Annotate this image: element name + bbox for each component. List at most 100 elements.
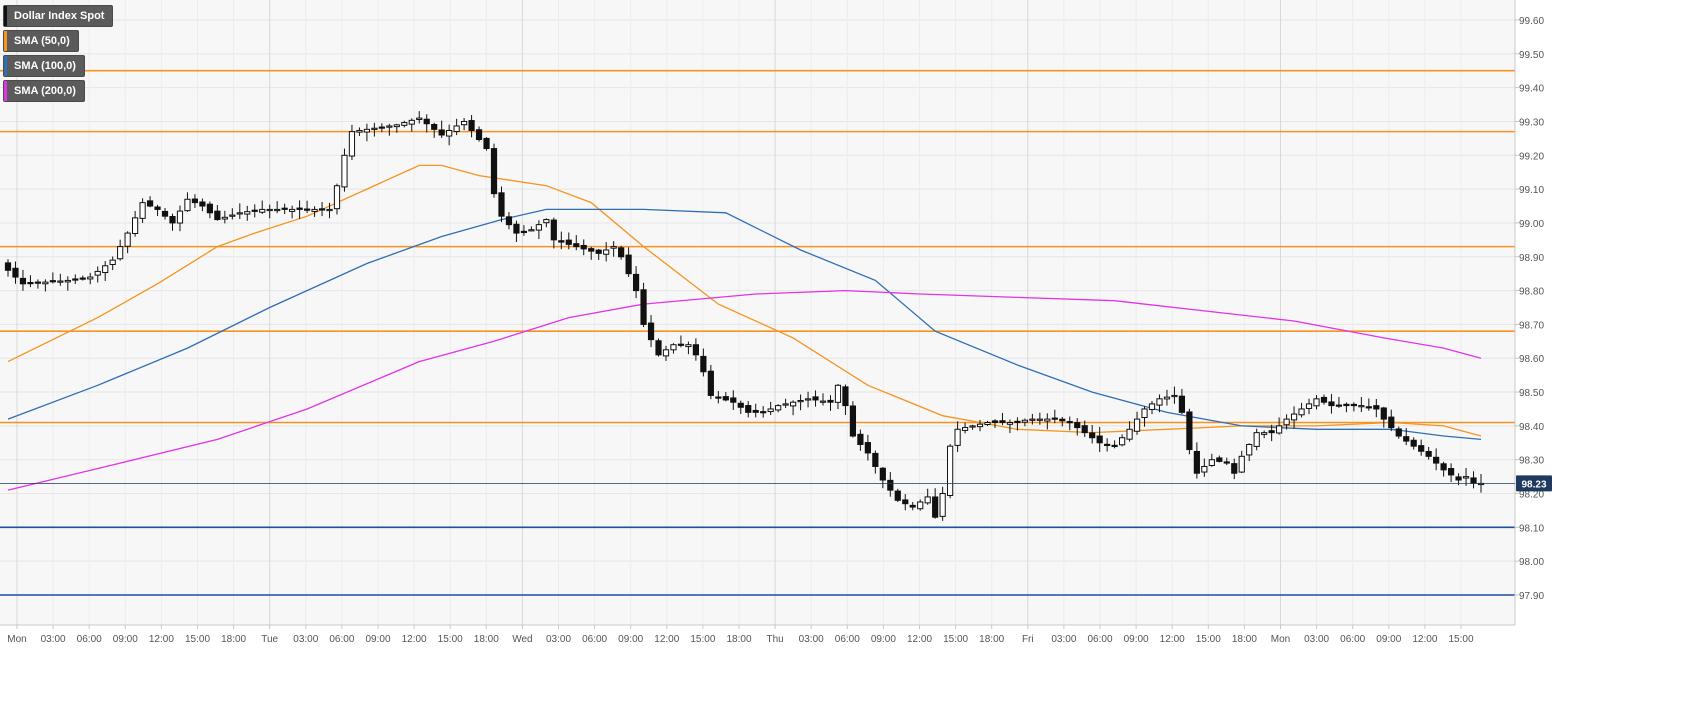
candle-body [692,344,699,356]
x-tick-label: 18:00 [1232,634,1257,645]
x-tick-label: 18:00 [221,634,246,645]
candle-body [1358,405,1365,408]
candle-body [520,230,528,234]
candle-body [1403,436,1410,442]
candle-body [969,425,976,428]
x-tick-label: 06:00 [329,634,354,645]
x-tick-label: 15:00 [185,634,210,645]
candle-body [1276,425,1283,434]
y-tick-label: 98.90 [1519,253,1544,264]
y-tick-label: 98.70 [1519,320,1544,331]
y-axis-ticks: 97.90 98.00 98.10 98.20 98.30 98.40 98.50 98.60… [1515,16,1544,602]
candle-body [662,349,670,357]
legend-swatch [4,56,7,76]
candle-body [408,119,415,125]
legend-item-sma100[interactable]: SMA (100,0) [4,56,84,76]
candle-body [1089,432,1096,439]
candle-body [700,355,707,373]
candle-body [976,423,984,428]
candle-body [1081,425,1088,434]
y-tick-label: 98.80 [1519,287,1544,298]
candle-body [1223,461,1230,464]
candle-body [1133,418,1141,432]
legend-item-sma200[interactable]: SMA (200,0) [4,81,84,101]
candle-body [191,198,199,204]
candle-body [1074,422,1081,429]
candle-body [303,208,311,211]
current-price-badge [1516,475,1552,492]
candle-body [1021,419,1028,423]
candle-body [1380,407,1387,420]
legend-swatch [4,81,7,101]
candle-body [1395,428,1402,437]
x-tick-label: 12:00 [149,634,174,645]
candle-body [1163,396,1171,400]
candle-body [595,249,602,254]
candle-body [1268,430,1275,434]
candle-body [887,479,894,491]
candle-body [1290,413,1298,421]
candle-body [984,422,991,425]
candle-body [760,411,767,414]
legend-item-price[interactable]: Dollar Index Spot [4,6,113,26]
x-tick-label: 12:00 [654,634,679,645]
legend-item-sma50[interactable]: SMA (50,0) [4,31,78,51]
candle-body [999,420,1006,423]
candle-body [1178,395,1186,413]
candle-body [363,128,371,133]
candle-body [827,399,834,403]
candle-body [356,129,363,133]
candle-body [1313,398,1320,407]
candle-body [647,322,655,341]
candle-body [505,216,513,226]
candle-body [1141,408,1148,419]
candle-body [259,208,266,213]
x-tick-label: 09:00 [365,634,390,645]
candle-body [573,243,580,248]
candle-body [1328,401,1335,407]
y-tick-label: 99.00 [1519,219,1544,230]
x-tick-label: Tue [261,634,278,645]
x-tick-label: 09:00 [871,634,896,645]
plot-area [0,0,1515,625]
candle-body [1006,422,1014,425]
candle-body [1455,476,1462,481]
candle-body [371,127,378,130]
x-tick-label: 03:00 [1051,634,1076,645]
x-tick-label: 03:00 [799,634,824,645]
candle-body [221,216,228,220]
candle-body [677,343,685,346]
x-tick-label: 15:00 [438,634,463,645]
candle-body [722,396,729,401]
candle-body [812,396,819,401]
x-tick-label: 15:00 [1448,634,1473,645]
candle-body [842,386,849,407]
candle-body [849,405,857,437]
candle-body [274,208,281,212]
current-price-marker: 98.23 [0,475,1552,492]
candle-body [266,208,273,212]
candle-body [378,126,385,129]
x-tick-label: 18:00 [726,634,751,645]
candle-body [1029,418,1036,421]
candle-body [49,280,56,283]
candle-body [87,276,94,280]
candle-body [1373,405,1380,410]
candle-body [961,427,969,431]
candle-body [790,401,797,407]
candle-body [1470,477,1477,484]
x-tick-label: 06:00 [835,634,860,645]
candle-body [535,224,542,231]
candle-body [872,452,879,467]
x-tick-label: 09:00 [113,634,138,645]
candle-body [819,400,827,403]
x-tick-label: 03:00 [546,634,571,645]
candle-body [326,208,333,212]
candle-body [550,219,557,241]
x-axis-ticks: Mon 03:00 06:00 09:00 12:00 15:00 18:00 Tue 03:0… [7,625,1474,645]
candle-body [169,216,176,224]
candle-body [1193,450,1200,474]
candle-body [1365,406,1372,409]
candle-body [94,270,101,276]
